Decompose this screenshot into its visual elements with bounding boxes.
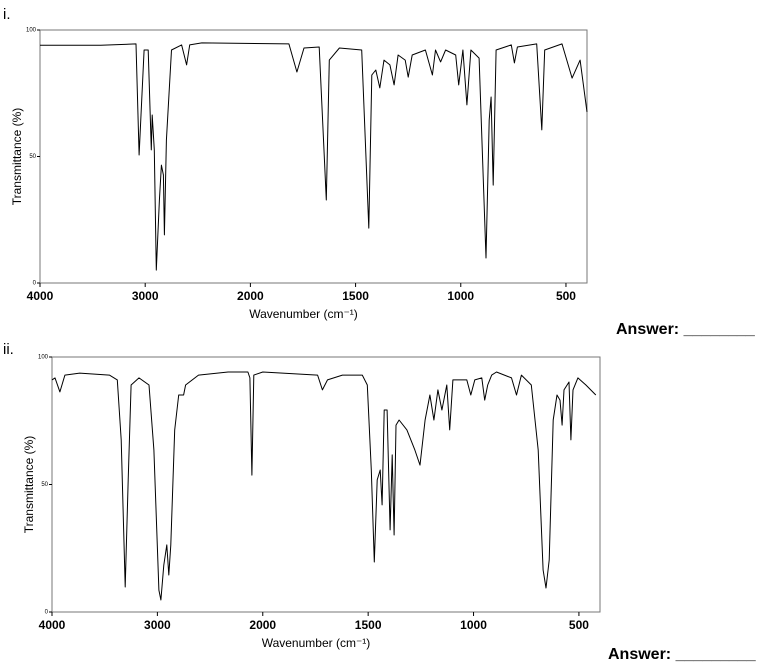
- x-tick-label: 500: [569, 618, 589, 632]
- plot-frame: [51, 356, 601, 613]
- x-tick-label: 4000: [39, 618, 66, 632]
- x-tick-label: 1000: [460, 618, 487, 632]
- question-label: ii.: [3, 341, 14, 358]
- x-tick-label: 500: [556, 289, 576, 303]
- spectrum-line: [51, 371, 597, 601]
- spectrum-line: [40, 42, 588, 271]
- y-axis-label: Transmittance (%): [10, 108, 24, 206]
- y-tick-label: 100: [26, 28, 37, 34]
- y-tick-label: 100: [38, 355, 49, 361]
- answer-blank: Answer: ________: [616, 321, 756, 338]
- question-label: i.: [3, 6, 11, 23]
- y-tick-label: 0: [45, 610, 49, 616]
- x-tick-label: 1500: [342, 289, 369, 303]
- x-axis-label: Wavenumber (cm⁻¹): [262, 636, 371, 650]
- x-tick-label: 2000: [237, 289, 264, 303]
- x-tick-label: 3000: [132, 289, 159, 303]
- x-tick-label: 4000: [27, 289, 54, 303]
- x-axis-label: Wavenumber (cm⁻¹): [249, 307, 358, 321]
- y-tick-label: 50: [41, 482, 48, 488]
- plot-frame: [39, 29, 588, 284]
- x-tick-label: 2000: [249, 618, 276, 632]
- x-tick-label: 3000: [144, 618, 171, 632]
- y-axis-label: Transmittance (%): [22, 436, 36, 534]
- y-tick-label: 0: [33, 281, 37, 287]
- answer-blank: Answer: _________: [608, 646, 757, 663]
- x-tick-label: 1500: [355, 618, 382, 632]
- y-tick-label: 50: [29, 154, 36, 160]
- x-tick-label: 1000: [447, 289, 474, 303]
